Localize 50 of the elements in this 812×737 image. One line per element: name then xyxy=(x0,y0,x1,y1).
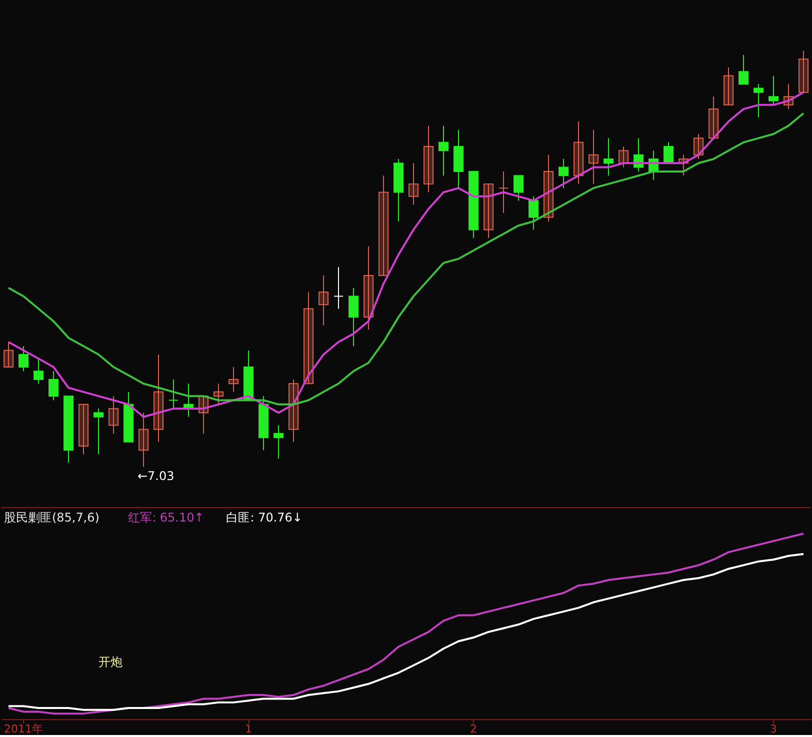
x-tick-label: 1 xyxy=(245,722,252,736)
candlestick xyxy=(798,50,808,93)
annotation: 开炮 xyxy=(98,655,123,670)
text: 白匪: 70.76↓ xyxy=(226,510,302,525)
text: ←7.03 xyxy=(138,468,174,483)
candlestick xyxy=(94,408,104,455)
candlestick xyxy=(48,370,58,401)
candlestick xyxy=(768,75,778,106)
candlestick xyxy=(364,246,374,330)
candlestick xyxy=(78,404,88,455)
candlestick xyxy=(544,154,554,222)
candlestick xyxy=(408,162,418,206)
candlestick xyxy=(528,196,538,230)
chart-title: 股民剿匪(85,7,6) xyxy=(4,510,100,525)
candlestick xyxy=(604,138,614,176)
candlestick xyxy=(424,125,434,193)
candlestick xyxy=(588,129,598,184)
candlestick xyxy=(754,84,764,118)
candlestick xyxy=(694,134,704,160)
candlestick xyxy=(574,121,584,184)
candlestick xyxy=(304,292,314,384)
x-tick-label: 2011年 xyxy=(4,722,43,736)
candlestick xyxy=(228,366,238,392)
candlestick xyxy=(378,175,388,276)
candlestick xyxy=(558,158,568,189)
candlestick xyxy=(708,96,718,139)
candlestick xyxy=(168,378,178,410)
candlestick xyxy=(4,342,14,368)
candlestick xyxy=(214,383,224,405)
candlestick xyxy=(334,266,344,310)
x-tick-label: 2 xyxy=(470,722,477,736)
candlestick xyxy=(514,175,524,202)
candlestick xyxy=(498,170,508,214)
candlestick xyxy=(18,346,28,372)
candlestick xyxy=(438,125,448,176)
candlestick xyxy=(288,378,298,442)
candlestick xyxy=(618,146,628,168)
text: 红军: 65.10↑ xyxy=(128,510,204,525)
candlestick xyxy=(724,66,734,106)
candlestick xyxy=(138,412,148,468)
x-tick-label: 3 xyxy=(770,722,778,736)
candlestick xyxy=(664,142,674,164)
candlestick xyxy=(274,424,284,459)
candlestick xyxy=(318,274,328,326)
candlestick xyxy=(738,54,748,85)
candlestick xyxy=(484,183,494,239)
candlestick xyxy=(34,358,44,384)
candlestick xyxy=(108,396,118,434)
candlestick xyxy=(348,287,358,347)
candlestick xyxy=(154,354,164,442)
